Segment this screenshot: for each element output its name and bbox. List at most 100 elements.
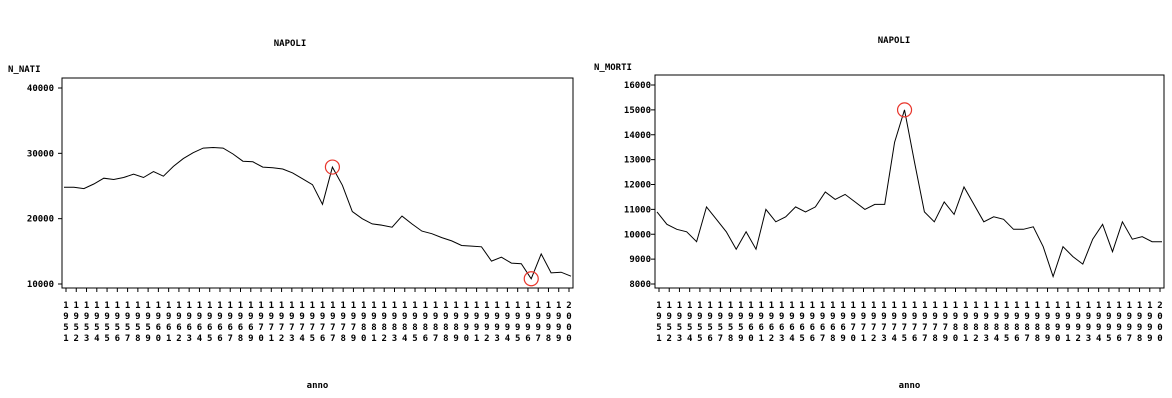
y-tick-label: 30000 (27, 149, 54, 159)
chart-title: NAPOLI (274, 39, 307, 49)
y-tick-label: 15000 (624, 106, 651, 116)
x-tick-label: 1973 (289, 301, 294, 344)
chart-nati: NAPOLI N_NATI 10000 20000 30000 40000 1 9 5 1 1 9 5 2… (0, 0, 584, 394)
x-axis-label: anno (307, 381, 329, 391)
x-tick-label: 1969 (248, 301, 253, 344)
series-line (64, 148, 571, 279)
x-tick-label: 1975 (310, 301, 315, 344)
y-axis-label: N_NATI (8, 65, 41, 75)
y-tick-label: 10000 (624, 230, 651, 240)
x-axis-label: anno (899, 381, 921, 391)
y-tick-label: 20000 (27, 215, 54, 225)
y-tick-label: 9000 (629, 255, 651, 265)
y-axis-label: N_MORTI (594, 63, 632, 73)
x-tick-label: 1956 (707, 301, 712, 344)
x-tick-label: 1987 (1024, 301, 1029, 344)
x-tick-label: 1951 (656, 301, 661, 344)
x-tick-label: 1979 (943, 301, 948, 344)
y-tick-label: 10000 (27, 280, 54, 290)
x-tick-label: 1955 (697, 301, 702, 344)
chart-panel-nati: NAPOLI N_NATI 10000 20000 30000 40000 1 9 5 1 1 9 5 2… (0, 0, 584, 394)
y-tick-label: 40000 (27, 84, 54, 94)
y-tick-label: 16000 (624, 81, 651, 91)
y-tick-label: 12000 (624, 181, 651, 191)
plot-frame (655, 75, 1164, 288)
y-tick-label: 8000 (629, 280, 651, 290)
y-tick-label: 14000 (624, 131, 651, 141)
plot-frame (62, 78, 573, 288)
series-line (657, 110, 1162, 277)
x-tick-label: 1952 (667, 301, 672, 344)
x-tick-label: 1992 (1075, 301, 1080, 344)
chart-panel-morti: NAPOLI N_MORTI 8000 9000 10000 11000 12000 1300… (586, 0, 1172, 394)
